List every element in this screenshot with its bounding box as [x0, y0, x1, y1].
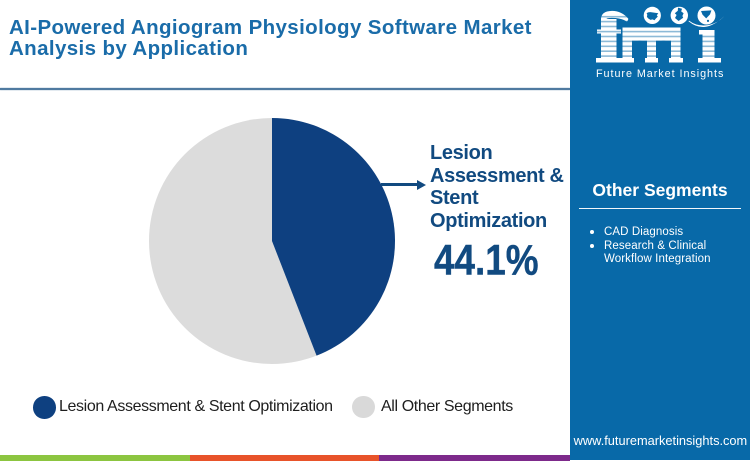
svg-text:Future Market Insights: Future Market Insights: [596, 68, 724, 80]
